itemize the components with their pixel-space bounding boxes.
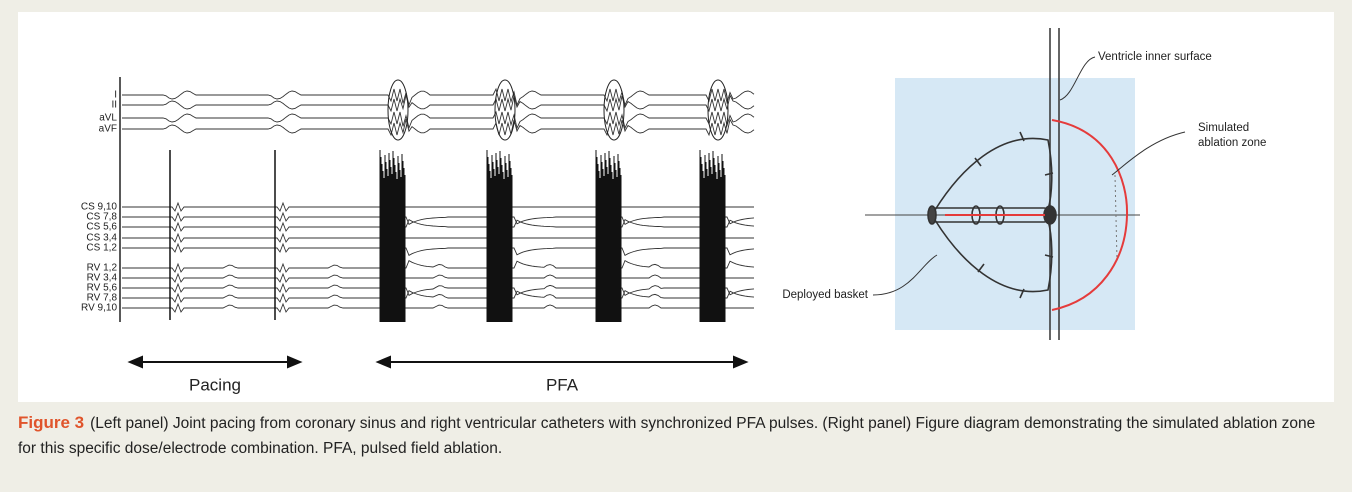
lead-label: RV 1,2 [87,263,118,274]
ecg-trace [122,302,754,313]
lead-label: II [111,100,117,111]
arrows [127,355,749,369]
tissue-region [895,78,1135,330]
lead-label: aVF [99,124,117,135]
ecg-trace [122,201,754,212]
diagram-label: Deployed basket [782,289,868,301]
ablation-edge [1114,174,1118,261]
ecg-trace [122,259,755,273]
pfa-artifact [603,79,625,141]
ecg-trace [122,282,755,297]
ecg-trace [122,118,755,137]
ecg-trace [122,110,755,130]
lead-label: CS 9,10 [81,202,118,213]
ecg-trace [122,211,755,226]
lead-label: aVL [99,113,117,124]
ecg-trace [122,218,755,232]
diagram-label: ablation zone [1198,137,1266,149]
ecg-trace [122,232,754,243]
lead-label: CS 3,4 [86,233,117,244]
lead-label: RV 3,4 [87,273,118,284]
figure: Pacing PFA Ventricle inner surface Simul… [81,28,1266,394]
lead-label: RV 7,8 [87,293,118,304]
ecg-trace [122,272,754,283]
leaders [872,56,1186,296]
caption: Figure 3 (Left panel) Joint pacing from c… [18,410,1334,461]
lead-label: CS 5,6 [86,222,117,233]
lead-label: I [114,90,117,101]
lead-label: RV 5,6 [87,283,118,294]
ablation-zone [1051,119,1129,311]
ecg-trace [122,242,755,257]
segment-label: Pacing [189,375,241,394]
segment-label: PFA [546,375,579,394]
lead-label: CS 1,2 [86,243,117,254]
lead-label: CS 7,8 [86,212,117,223]
ecg-trace [122,289,755,303]
ecg-trace [122,94,755,113]
pfa-artifact [494,79,516,141]
ecg-trace [122,87,755,107]
diagram-label: Ventricle inner surface [1098,51,1212,63]
lead-label: RV 9,10 [81,303,117,314]
caption-label: Figure 3 [18,413,85,432]
pfa-artifact [387,79,409,141]
pfa-artifact [707,79,729,141]
caption-text: (Left panel) Joint pacing from coronary … [18,415,1316,457]
diagram-label: Simulated [1198,122,1249,134]
